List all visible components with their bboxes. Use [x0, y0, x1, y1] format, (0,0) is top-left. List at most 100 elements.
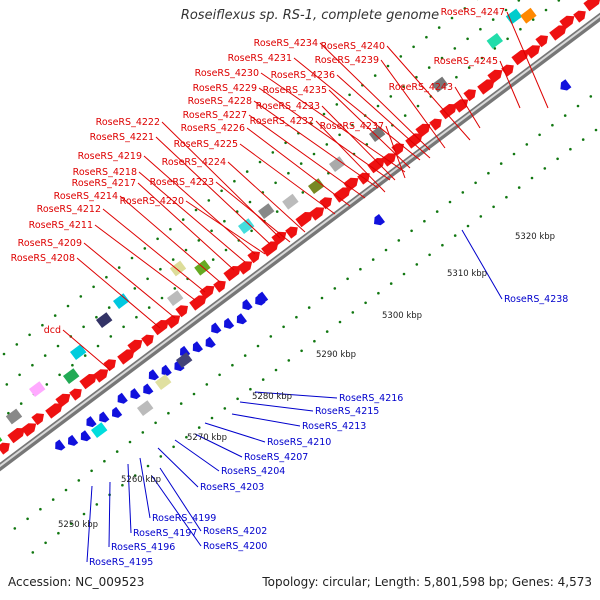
reverse-gene	[112, 406, 123, 418]
forward-label-RoseRS_4230: RoseRS_4230	[195, 68, 259, 79]
tick-dot	[133, 474, 137, 477]
reverse-label-RoseRS_4202: RoseRS_4202	[203, 526, 267, 537]
tick-dot	[167, 411, 170, 415]
forward-label-RoseRS_4208: RoseRS_4208	[11, 253, 75, 264]
tick-dot	[64, 488, 68, 492]
forward-label-RoseRS_4212: RoseRS_4212	[37, 204, 101, 215]
tick-dot	[122, 325, 125, 329]
reverse-label-RoseRS_4203-leader	[157, 447, 199, 488]
feature-block	[329, 156, 346, 172]
reverse-label-RoseRS_4195-leader	[86, 485, 93, 563]
tick-dot	[435, 210, 439, 213]
scale-label-5320-kbp: 5320 kbp	[515, 232, 555, 242]
tick-dot	[491, 18, 495, 21]
forward-gene	[549, 25, 567, 41]
forward-gene	[477, 79, 495, 95]
reverse-label-RoseRS_4202-leader	[159, 467, 202, 532]
tick-dot	[271, 151, 275, 154]
tick-dot	[243, 354, 247, 357]
forward-label-RoseRS_4220-leader	[185, 200, 266, 255]
label-leaders	[62, 11, 549, 563]
tick-dot	[402, 272, 406, 276]
forward-gene	[525, 45, 541, 59]
forward-gene	[285, 226, 298, 239]
forward-label-RoseRS_4214: RoseRS_4214	[54, 191, 118, 202]
tick-dot	[141, 431, 145, 434]
tick-dot	[333, 287, 337, 290]
forward-gene	[415, 123, 431, 138]
forward-label-RoseRS_4239: RoseRS_4239	[315, 55, 379, 66]
tick-dot	[207, 199, 211, 202]
forward-gene	[583, 0, 600, 12]
forward-label-RoseRS_4209: RoseRS_4209	[18, 238, 82, 249]
reverse-label-RoseRS_4238-leader	[461, 229, 503, 300]
tick-dot	[576, 104, 580, 108]
tick-dot	[348, 93, 351, 97]
tick-dot	[7, 411, 10, 415]
tick-dot	[415, 263, 419, 266]
forward-label-RoseRS_4214-leader	[119, 195, 221, 283]
forward-gene	[429, 118, 442, 131]
tick-dot	[90, 469, 93, 473]
tick-dot	[551, 123, 554, 127]
tick-dot	[83, 354, 87, 357]
tick-dot	[15, 343, 19, 346]
tick-dot	[92, 285, 95, 289]
tick-dot	[322, 112, 326, 116]
reverse-gene	[224, 317, 235, 329]
tick-dot	[274, 368, 278, 372]
tick-dot	[135, 315, 138, 319]
scale-label-5280-kbp: 5280 kbp	[252, 392, 292, 402]
forward-label-RoseRS_4223: RoseRS_4223	[150, 177, 214, 188]
forward-label-RoseRS_4236-leader	[336, 74, 431, 159]
tick-dot	[146, 277, 149, 281]
forward-label-RoseRS_4231-leader	[293, 57, 421, 161]
forward-gene	[247, 251, 260, 264]
forward-label-RoseRS_4235: RoseRS_4235	[263, 85, 327, 96]
tick-dot	[5, 383, 9, 386]
tick-dot	[364, 301, 367, 305]
forward-gene	[117, 349, 135, 365]
forward-label-RoseRS_4217: RoseRS_4217	[72, 178, 136, 189]
forward-gene	[333, 187, 351, 203]
forward-label-RoseRS_4220: RoseRS_4220	[120, 196, 184, 207]
forward-label-RoseRS_4219-leader	[143, 155, 256, 255]
tick-dot	[223, 219, 226, 223]
tick-dot	[169, 227, 172, 231]
tick-dot	[115, 450, 119, 453]
forward-label-RoseRS_4224-leader	[227, 161, 306, 233]
tick-dot	[197, 426, 201, 429]
forward-label-RoseRS_4247-leader	[506, 11, 549, 109]
gene-labels: RoseRS_4247 RoseRS_4234 RoseRS_4240 RoseRS_…	[11, 7, 569, 568]
forward-label-dcd: dcd	[44, 325, 61, 336]
tick-dot	[313, 339, 316, 343]
forward-label-RoseRS_4231: RoseRS_4231	[228, 53, 292, 64]
tick-dot	[53, 314, 57, 317]
reverse-label-RoseRS_4210: RoseRS_4210	[267, 437, 331, 448]
tick-dot	[44, 541, 47, 545]
tick-dot	[479, 27, 482, 31]
reverse-label-RoseRS_4197: RoseRS_4197	[133, 528, 197, 539]
tick-dot	[312, 152, 316, 156]
forward-gene	[573, 10, 586, 23]
reverse-label-RoseRS_4207: RoseRS_4207	[244, 452, 308, 463]
tick-dot	[480, 56, 484, 60]
reverse-gene	[205, 336, 216, 348]
tick-dot	[45, 383, 49, 386]
tick-dot	[79, 295, 83, 298]
forward-label-RoseRS_4209-leader	[83, 242, 176, 319]
reverse-gene	[68, 434, 79, 446]
tick-dot	[427, 66, 431, 69]
reverse-gene	[211, 322, 222, 334]
forward-gene	[103, 359, 116, 372]
reverse-gene	[236, 313, 247, 325]
tick-dot	[71, 363, 74, 367]
feature-block	[520, 7, 537, 24]
reverse-label-RoseRS_4210-leader	[204, 422, 266, 443]
forward-gene	[487, 69, 503, 84]
tick-dot	[389, 282, 393, 285]
forward-label-RoseRS_4239-leader	[380, 59, 446, 149]
reverse-label-RoseRS_4204-leader	[174, 439, 220, 472]
tick-dot	[504, 8, 508, 12]
forward-gene	[391, 143, 404, 156]
